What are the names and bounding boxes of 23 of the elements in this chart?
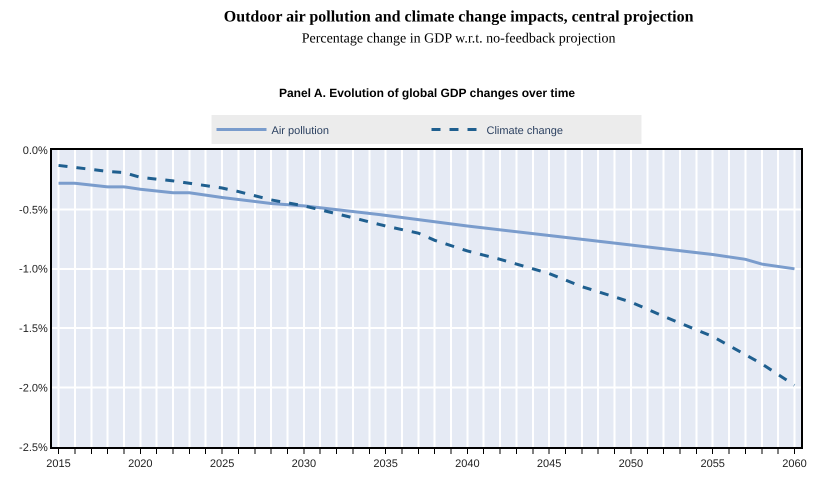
- x-tick-label: 2050: [618, 458, 644, 470]
- line-series: [57, 182, 796, 270]
- legend-label: Climate change: [486, 124, 563, 137]
- x-tick-label: 2045: [536, 458, 562, 470]
- line-series: [57, 164, 796, 387]
- x-tick-label: 2055: [700, 458, 725, 470]
- chart-subtitle: Percentage change in GDP w.r.t. no-feedback projection: [302, 31, 616, 46]
- x-tick-label: 2040: [455, 458, 480, 470]
- x-tick-label: 2035: [373, 458, 398, 470]
- y-tick-label: -2.5%: [19, 442, 48, 454]
- y-tick-label: -0.5%: [19, 204, 48, 216]
- y-tick-label: -2.0%: [19, 382, 48, 394]
- x-tick-label: 2060: [782, 458, 807, 470]
- legend-label: Air pollution: [272, 124, 329, 137]
- x-tick-label: 2020: [128, 458, 153, 470]
- x-tick-label: 2015: [46, 458, 71, 470]
- y-tick-label: -1.5%: [19, 323, 48, 336]
- x-tick-label: 2025: [210, 458, 234, 470]
- y-tick-label: 0.0%: [22, 144, 48, 157]
- chart-title: Outdoor air pollution and climate change impacts, central projection: [224, 8, 694, 26]
- y-tick-label: -1.0%: [19, 264, 48, 276]
- text: Panel A. Evolution of global GDP changes over time: [279, 86, 576, 100]
- x-tick-label: 2030: [292, 458, 316, 470]
